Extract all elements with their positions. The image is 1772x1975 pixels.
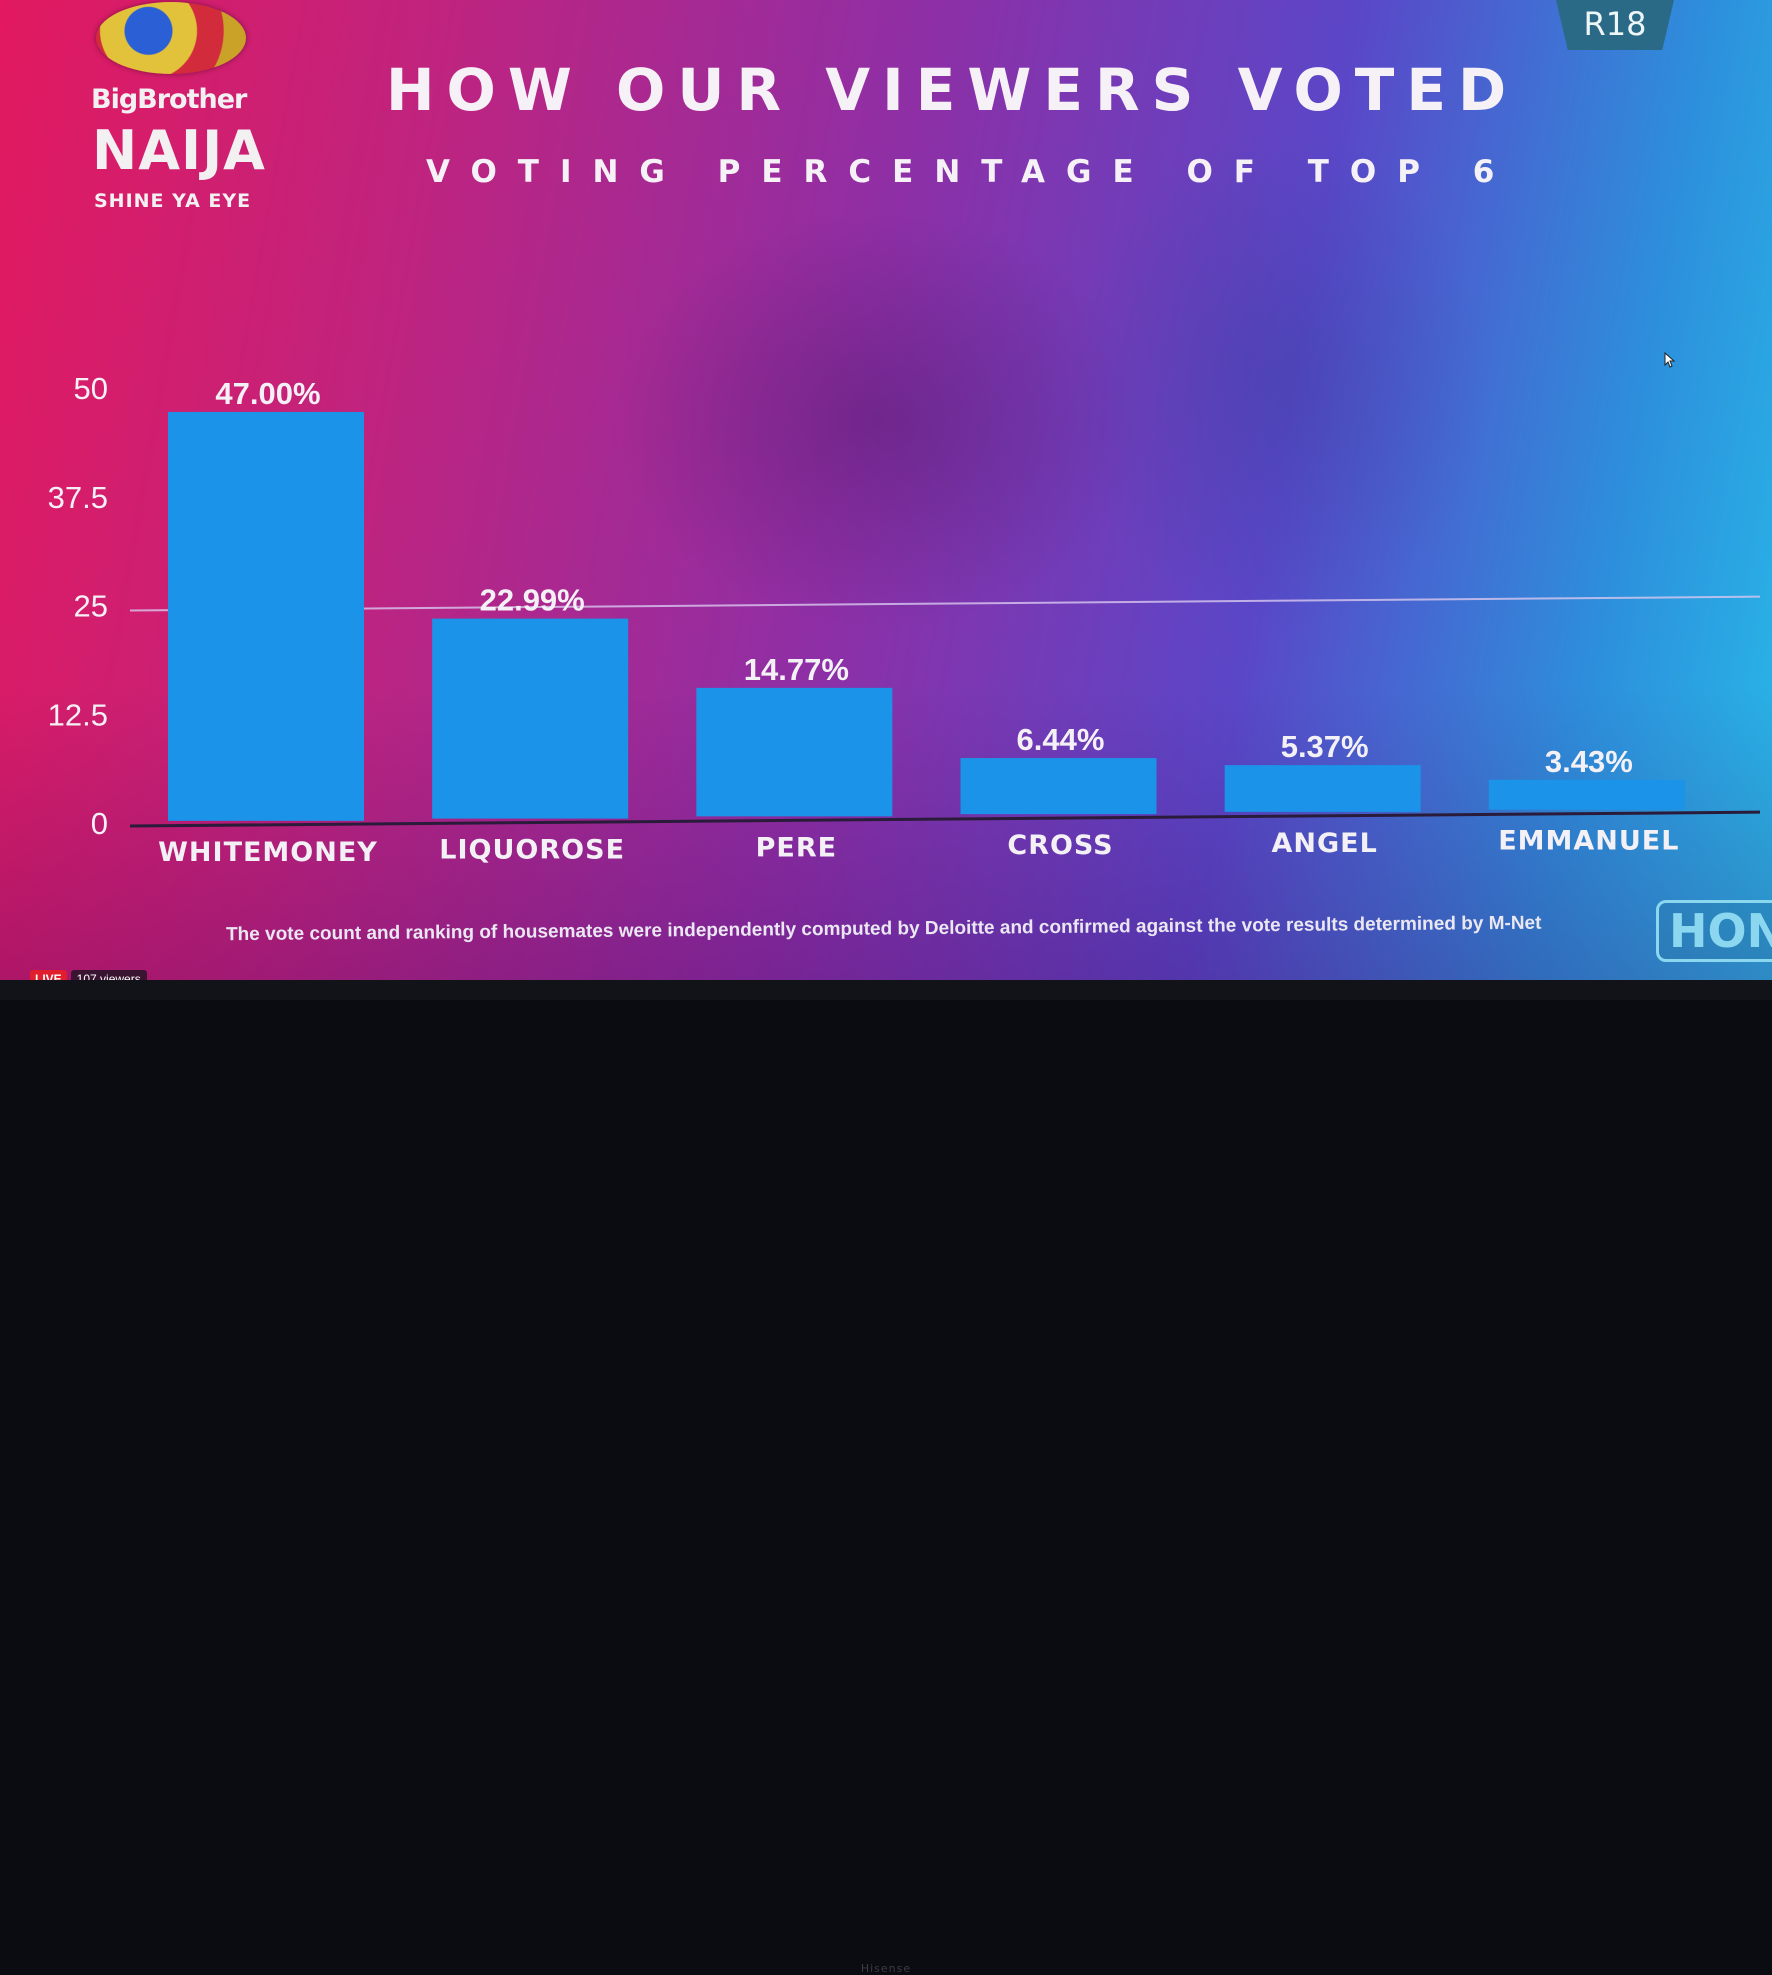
mouse-cursor-icon — [1664, 352, 1676, 368]
x-category-label: ANGEL — [1272, 828, 1378, 859]
channel-watermark: HON — [1656, 900, 1772, 962]
x-category-label: CROSS — [1007, 830, 1113, 861]
logo-text-naija: NAIJA — [92, 119, 266, 182]
x-category-label: LIQUOROSE — [439, 835, 625, 866]
logo-tagline: SHINE YA EYE — [94, 190, 252, 212]
tv-screen: BigBrother NAIJA SHINE YA EYE R18 HOW OU… — [0, 0, 1772, 980]
chart-title: HOW OUR VIEWERS VOTED — [386, 56, 1519, 124]
x-category-label: EMMANUEL — [1498, 826, 1679, 857]
y-tick-label: 25 — [74, 589, 108, 624]
y-tick-label: 0 — [91, 806, 108, 841]
live-badge: LIVE — [30, 970, 67, 980]
x-category-label: WHITEMONEY — [158, 837, 378, 868]
age-rating-badge: R18 — [1556, 0, 1674, 50]
tv-brand-label: Hisense — [860, 1962, 912, 1975]
x-category-label: PERE — [756, 832, 837, 863]
gridline-25 — [129, 595, 1761, 612]
data-label: 47.00% — [215, 376, 320, 411]
bar-pere — [696, 687, 893, 817]
x-axis-baseline — [129, 810, 1761, 828]
show-logo: BigBrother NAIJA SHINE YA EYE — [88, 2, 278, 212]
viewer-count: 107 viewers — [70, 970, 147, 980]
eye-emblem-icon — [96, 2, 246, 74]
tv-bezel: Hisense — [0, 980, 1772, 1975]
bar-angel — [1224, 765, 1421, 812]
bar-liquorose — [432, 618, 629, 819]
live-status-bar: LIVE 107 viewers — [30, 968, 147, 980]
data-label: 5.37% — [1281, 729, 1369, 764]
chart-subtitle: VOTING PERCENTAGE OF TOP 6 — [426, 154, 1516, 190]
bar-emmanuel — [1488, 779, 1685, 810]
y-tick-label: 50 — [74, 371, 108, 406]
y-tick-label: 12.5 — [48, 697, 108, 732]
data-label: 6.44% — [1017, 722, 1105, 757]
data-label: 3.43% — [1545, 744, 1633, 779]
logo-text-bigbrother: BigBrother — [91, 84, 247, 115]
data-label: 14.77% — [744, 652, 849, 687]
y-tick-label: 37.5 — [48, 480, 108, 515]
bar-cross — [960, 758, 1157, 815]
bar-chart: 0 12.5 25 37.5 50 47.00% WHITEMONEY 22.99% LIQUO… — [48, 371, 1761, 868]
bar-whitemoney — [168, 411, 364, 821]
data-label: 22.99% — [480, 583, 585, 618]
